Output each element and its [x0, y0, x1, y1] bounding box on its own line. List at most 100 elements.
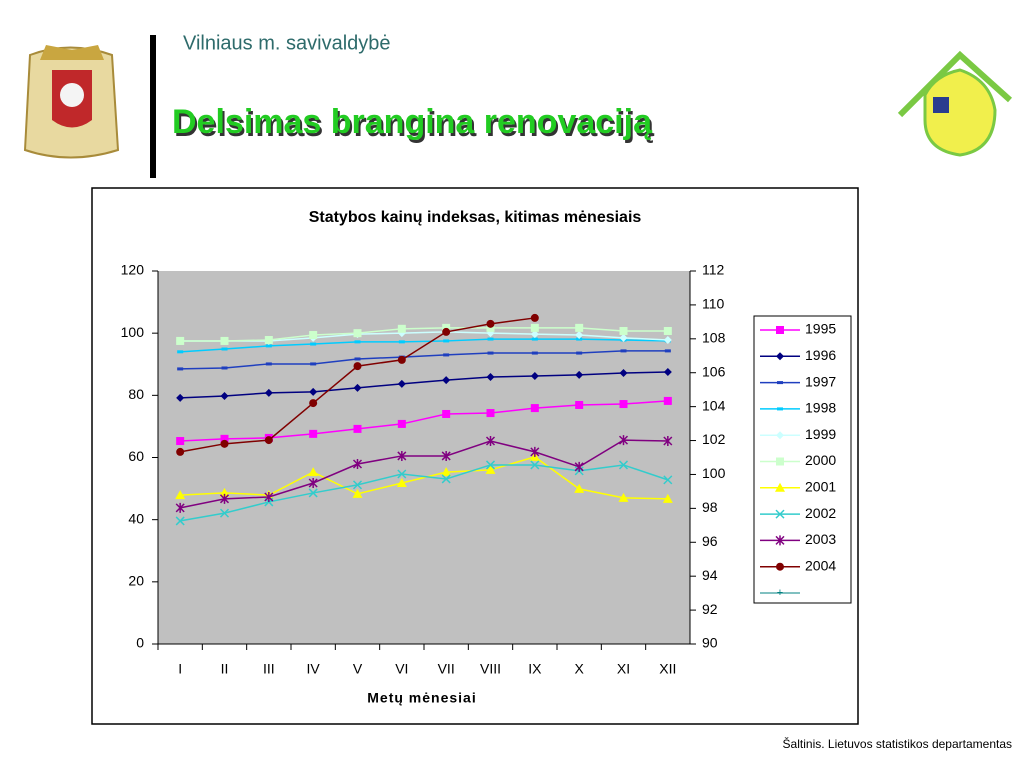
marker [396, 477, 407, 487]
marker [176, 437, 185, 446]
marker [574, 483, 585, 493]
marker [777, 407, 783, 411]
series-line [180, 331, 668, 342]
marker [352, 459, 363, 470]
series-line [180, 338, 668, 353]
x-tick-label: IX [528, 661, 542, 677]
marker [441, 474, 451, 484]
series-line [180, 327, 668, 342]
legend-label: 1999 [805, 426, 836, 442]
marker [575, 400, 584, 409]
marker [176, 336, 185, 345]
x-axis-label: Metų mėnesiai [367, 690, 476, 706]
house-logo [897, 50, 1013, 157]
marker [618, 492, 629, 502]
marker [663, 396, 672, 405]
marker [353, 329, 362, 338]
marker [531, 351, 538, 355]
source-note: Šaltinis. Lietuvos statistikos departame… [783, 736, 1012, 751]
marker [354, 340, 361, 344]
x-tick-label: II [221, 661, 229, 677]
divider [150, 35, 156, 178]
marker [176, 393, 185, 402]
marker [177, 367, 184, 371]
x-tick-label: XI [617, 661, 630, 677]
marker [618, 435, 629, 446]
marker [663, 326, 672, 335]
marker [220, 391, 229, 400]
marker [776, 562, 784, 571]
marker [619, 368, 628, 377]
marker [530, 446, 540, 457]
y2-tick-label: 108 [702, 330, 726, 346]
marker [397, 419, 406, 428]
marker [442, 376, 451, 385]
marker [353, 383, 362, 392]
marker [397, 469, 407, 479]
slide-title: Delsimas brangina renovaciją [172, 103, 653, 141]
marker [398, 340, 405, 344]
marker [775, 482, 785, 492]
marker [175, 516, 185, 526]
legend-label: 2002 [805, 505, 836, 521]
y-tick-label: 120 [121, 262, 145, 278]
coat-of-arms [23, 45, 120, 159]
marker [776, 326, 784, 334]
marker [662, 493, 673, 503]
marker [308, 488, 318, 498]
marker [530, 330, 539, 339]
org-name: Vilniaus m. savivaldybė [183, 32, 391, 54]
marker [776, 352, 784, 361]
marker [485, 464, 496, 474]
marker [530, 372, 539, 381]
legend-label: 1997 [805, 373, 836, 389]
marker [530, 404, 539, 413]
marker [264, 491, 274, 502]
marker [575, 323, 584, 332]
legend-label: 1998 [805, 400, 836, 416]
x-tick-label: VIII [480, 661, 501, 677]
marker [576, 351, 583, 355]
marker [309, 331, 318, 340]
marker [397, 450, 407, 461]
x-tick-label: VI [395, 661, 408, 677]
marker [618, 460, 629, 470]
legend-label: 2004 [805, 557, 836, 573]
marker [265, 344, 272, 348]
marker [442, 323, 451, 332]
series-line [180, 439, 668, 509]
y-tick-label: 60 [128, 448, 144, 464]
marker [530, 323, 539, 332]
marker [219, 487, 230, 497]
marker [530, 313, 539, 322]
y2-tick-label: 110 [702, 296, 725, 312]
marker [777, 381, 783, 385]
marker [664, 349, 671, 353]
title-shadow: Delsimas brangina renovaciją [174, 106, 655, 144]
marker [485, 460, 496, 470]
marker [309, 399, 318, 408]
marker [310, 342, 317, 346]
marker [220, 434, 229, 443]
legend-label: 1995 [805, 321, 836, 337]
legend-label: 1996 [805, 347, 836, 363]
marker [176, 447, 185, 456]
marker [775, 535, 785, 546]
x-tick-label: X [574, 661, 584, 677]
marker [443, 339, 450, 343]
marker [308, 467, 319, 477]
y-tick-label: 100 [121, 324, 145, 340]
y-tick-label: 0 [136, 635, 144, 651]
marker [486, 323, 495, 332]
marker [663, 336, 672, 345]
marker [776, 457, 784, 466]
y2-tick-label: 96 [702, 533, 718, 549]
y2-tick-label: 92 [702, 601, 718, 617]
y-tick-label: 80 [128, 386, 144, 402]
marker [264, 388, 273, 397]
marker [352, 488, 363, 498]
y-tick-label: 40 [128, 510, 144, 526]
y2-tick-label: 106 [702, 363, 726, 379]
marker [531, 337, 538, 341]
